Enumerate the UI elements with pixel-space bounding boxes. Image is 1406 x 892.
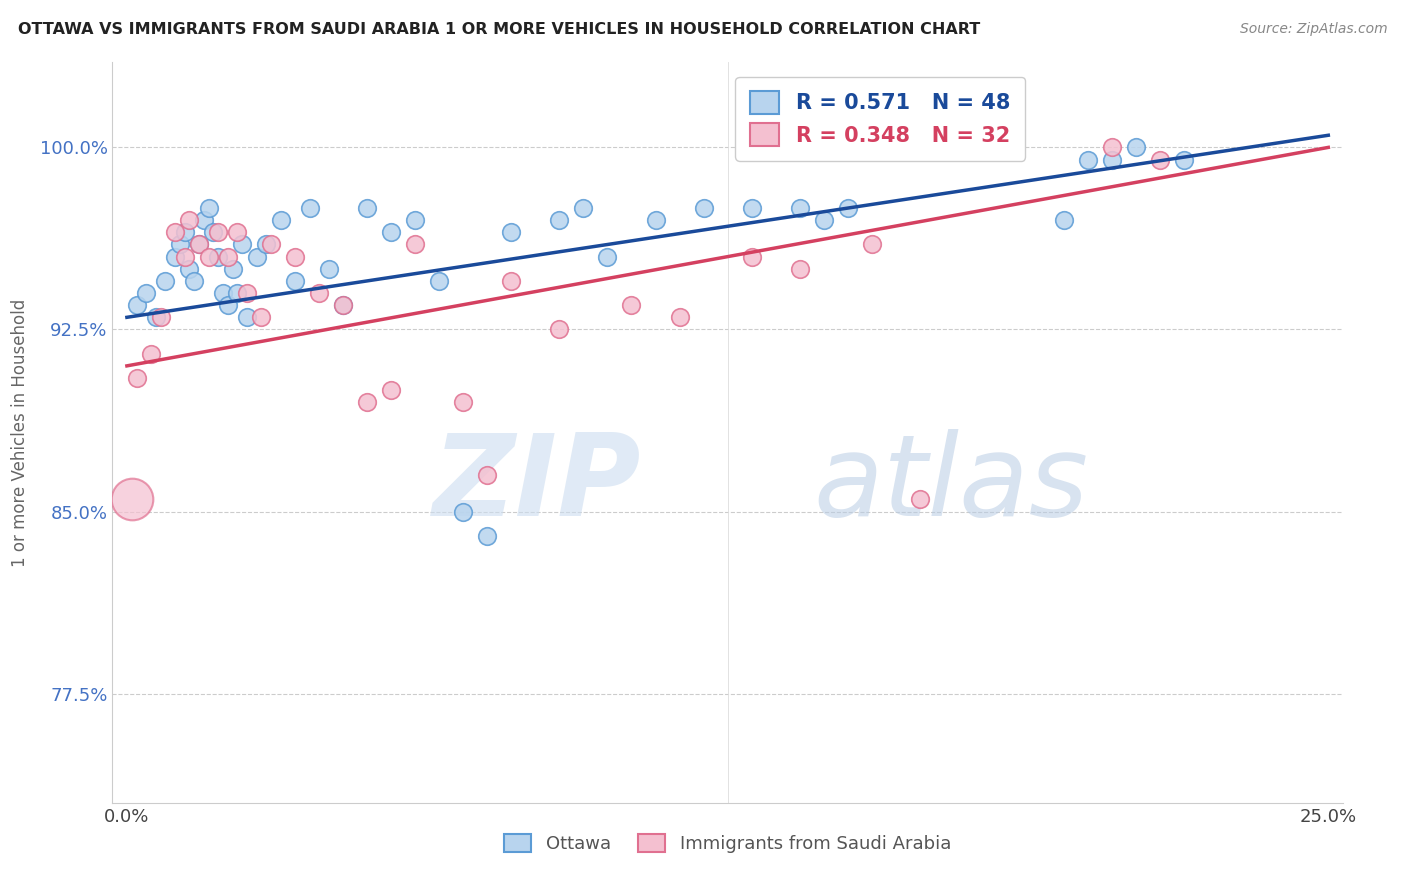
- Point: [169, 237, 191, 252]
- Point: [741, 250, 763, 264]
- Point: [139, 347, 162, 361]
- Point: [226, 225, 249, 239]
- Point: [193, 213, 215, 227]
- Point: [1101, 153, 1123, 167]
- Point: [163, 250, 186, 264]
- Point: [644, 213, 666, 227]
- Point: [231, 237, 253, 252]
- Text: ZIP: ZIP: [433, 429, 641, 540]
- Point: [173, 250, 195, 264]
- Point: [332, 298, 354, 312]
- Point: [332, 298, 354, 312]
- Point: [427, 274, 450, 288]
- Point: [477, 468, 499, 483]
- Point: [236, 310, 259, 325]
- Point: [596, 250, 619, 264]
- Point: [197, 201, 219, 215]
- Point: [548, 213, 571, 227]
- Point: [125, 298, 148, 312]
- Point: [221, 261, 243, 276]
- Point: [404, 237, 426, 252]
- Point: [179, 261, 201, 276]
- Text: OTTAWA VS IMMIGRANTS FROM SAUDI ARABIA 1 OR MORE VEHICLES IN HOUSEHOLD CORRELATI: OTTAWA VS IMMIGRANTS FROM SAUDI ARABIA 1…: [18, 22, 980, 37]
- Point: [202, 225, 225, 239]
- Point: [207, 250, 229, 264]
- Point: [380, 383, 402, 397]
- Point: [188, 237, 211, 252]
- Point: [620, 298, 643, 312]
- Point: [692, 201, 714, 215]
- Point: [860, 237, 883, 252]
- Point: [149, 310, 172, 325]
- Point: [183, 274, 205, 288]
- Point: [668, 310, 690, 325]
- Point: [308, 286, 330, 301]
- Point: [789, 201, 811, 215]
- Point: [1173, 153, 1195, 167]
- Point: [212, 286, 235, 301]
- Point: [789, 261, 811, 276]
- Point: [155, 274, 177, 288]
- Point: [250, 310, 273, 325]
- Point: [380, 225, 402, 239]
- Point: [477, 529, 499, 543]
- Point: [173, 225, 195, 239]
- Point: [260, 237, 283, 252]
- Point: [572, 201, 595, 215]
- Point: [908, 492, 931, 507]
- Point: [135, 286, 157, 301]
- Point: [121, 492, 143, 507]
- Point: [226, 286, 249, 301]
- Point: [548, 322, 571, 336]
- Point: [125, 371, 148, 385]
- Text: atlas: atlas: [814, 429, 1088, 540]
- Point: [501, 274, 523, 288]
- Point: [837, 201, 859, 215]
- Point: [318, 261, 340, 276]
- Point: [254, 237, 277, 252]
- Legend: Ottawa, Immigrants from Saudi Arabia: Ottawa, Immigrants from Saudi Arabia: [498, 827, 957, 861]
- Point: [1101, 140, 1123, 154]
- Point: [284, 250, 307, 264]
- Point: [145, 310, 167, 325]
- Point: [270, 213, 292, 227]
- Point: [163, 225, 186, 239]
- Point: [356, 395, 378, 409]
- Y-axis label: 1 or more Vehicles in Household: 1 or more Vehicles in Household: [10, 299, 28, 566]
- Point: [813, 213, 835, 227]
- Point: [1149, 153, 1171, 167]
- Point: [188, 237, 211, 252]
- Point: [453, 504, 475, 518]
- Text: Source: ZipAtlas.com: Source: ZipAtlas.com: [1240, 22, 1388, 37]
- Point: [741, 201, 763, 215]
- Point: [1053, 213, 1076, 227]
- Point: [453, 395, 475, 409]
- Point: [246, 250, 269, 264]
- Point: [217, 250, 239, 264]
- Point: [404, 213, 426, 227]
- Point: [179, 213, 201, 227]
- Point: [197, 250, 219, 264]
- Point: [501, 225, 523, 239]
- Point: [284, 274, 307, 288]
- Point: [1077, 153, 1099, 167]
- Point: [207, 225, 229, 239]
- Point: [356, 201, 378, 215]
- Point: [217, 298, 239, 312]
- Point: [1125, 140, 1147, 154]
- Point: [298, 201, 321, 215]
- Point: [236, 286, 259, 301]
